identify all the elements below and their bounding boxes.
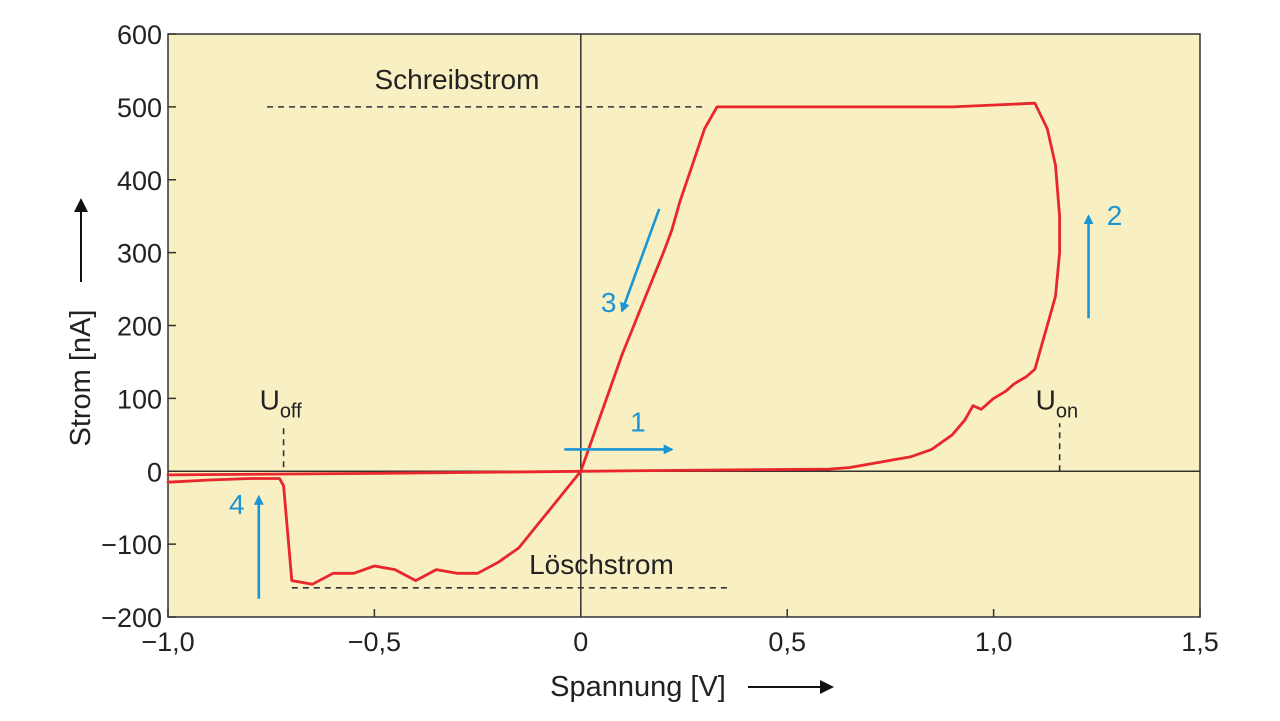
reference-label: Schreibstrom bbox=[374, 64, 539, 95]
y-tick-label: 300 bbox=[117, 239, 162, 269]
y-tick-label: −200 bbox=[101, 603, 162, 633]
plot-background bbox=[167, 33, 1201, 618]
series-line bbox=[166, 469, 583, 477]
y-tick-label: 200 bbox=[117, 312, 162, 342]
marker-subscript: on bbox=[1056, 400, 1078, 422]
direction-arrow bbox=[620, 208, 661, 313]
x-tick-label: −0,5 bbox=[348, 627, 401, 657]
x-axis-label: Spannung [V] bbox=[550, 671, 726, 703]
marker-subscript: off bbox=[280, 400, 302, 422]
y-tick-label: 0 bbox=[147, 457, 162, 487]
y-axis-label: Strom [nA] bbox=[65, 310, 97, 447]
y-tick-label: 100 bbox=[117, 384, 162, 414]
x-tick-label: 1,0 bbox=[975, 627, 1013, 657]
y-tick-label: 400 bbox=[117, 166, 162, 196]
direction-number: 2 bbox=[1107, 200, 1123, 231]
y-tick-label: 500 bbox=[117, 93, 162, 123]
y-tick-label: −100 bbox=[101, 530, 162, 560]
direction-number: 4 bbox=[229, 489, 245, 520]
reference-label: Löschstrom bbox=[529, 549, 674, 580]
x-tick-label: 1,5 bbox=[1181, 627, 1219, 657]
direction-number: 3 bbox=[601, 287, 617, 318]
series-line bbox=[166, 101, 1061, 586]
x-tick-label: 0 bbox=[573, 627, 588, 657]
x-tick-label: 0,5 bbox=[768, 627, 806, 657]
y-tick-label: 600 bbox=[117, 20, 162, 50]
direction-number: 1 bbox=[630, 406, 646, 437]
x-tick-label: −1,0 bbox=[141, 627, 194, 657]
